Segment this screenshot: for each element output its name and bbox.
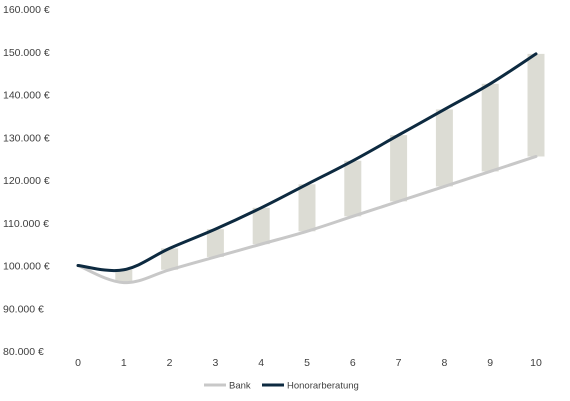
difference-bar (390, 135, 408, 202)
difference-bar (435, 109, 453, 187)
difference-bar (527, 53, 545, 157)
x-tick-label: 7 (396, 357, 402, 369)
x-tick-label: 9 (487, 357, 493, 369)
difference-bar (115, 269, 133, 283)
x-tick-label: 2 (167, 357, 173, 369)
difference-bar (344, 160, 362, 217)
y-tick-label: 130.000 € (3, 132, 50, 144)
y-tick-label: 80.000 € (3, 346, 44, 358)
y-tick-label: 90.000 € (3, 303, 44, 315)
x-tick-label: 1 (121, 357, 127, 369)
series-line-bank (76, 154, 538, 285)
difference-bars (115, 53, 545, 283)
y-tick-label: 160.000 € (3, 4, 50, 16)
x-tick-label: 0 (75, 357, 81, 369)
x-tick-label: 6 (350, 357, 356, 369)
x-axis: 0 1 2 3 4 5 6 7 8 9 10 (75, 357, 542, 369)
difference-bar (298, 184, 316, 232)
y-axis: 80.000 € 90.000 € 100.000 € 110.000 € 120.00… (3, 4, 50, 358)
difference-bar (161, 248, 179, 270)
x-tick-label: 10 (530, 357, 542, 369)
y-tick-label: 100.000 € (3, 261, 50, 273)
y-tick-label: 140.000 € (3, 90, 50, 102)
x-tick-label: 5 (304, 357, 310, 369)
x-tick-label: 4 (258, 357, 264, 369)
series-line-honorarberatung (76, 52, 538, 273)
difference-bar (252, 207, 270, 245)
x-tick-label: 3 (212, 357, 218, 369)
legend: Bank Honorarberatung (204, 381, 359, 392)
x-tick-label: 8 (441, 357, 447, 369)
y-tick-label: 120.000 € (3, 175, 50, 187)
legend-label-bank: Bank (229, 381, 251, 392)
difference-bar (481, 83, 499, 172)
legend-label-honorarberatung: Honorarberatung (287, 381, 359, 392)
difference-bar (206, 229, 224, 257)
y-tick-label: 150.000 € (3, 47, 50, 59)
y-tick-label: 110.000 € (3, 218, 49, 230)
series-lines (76, 52, 538, 285)
